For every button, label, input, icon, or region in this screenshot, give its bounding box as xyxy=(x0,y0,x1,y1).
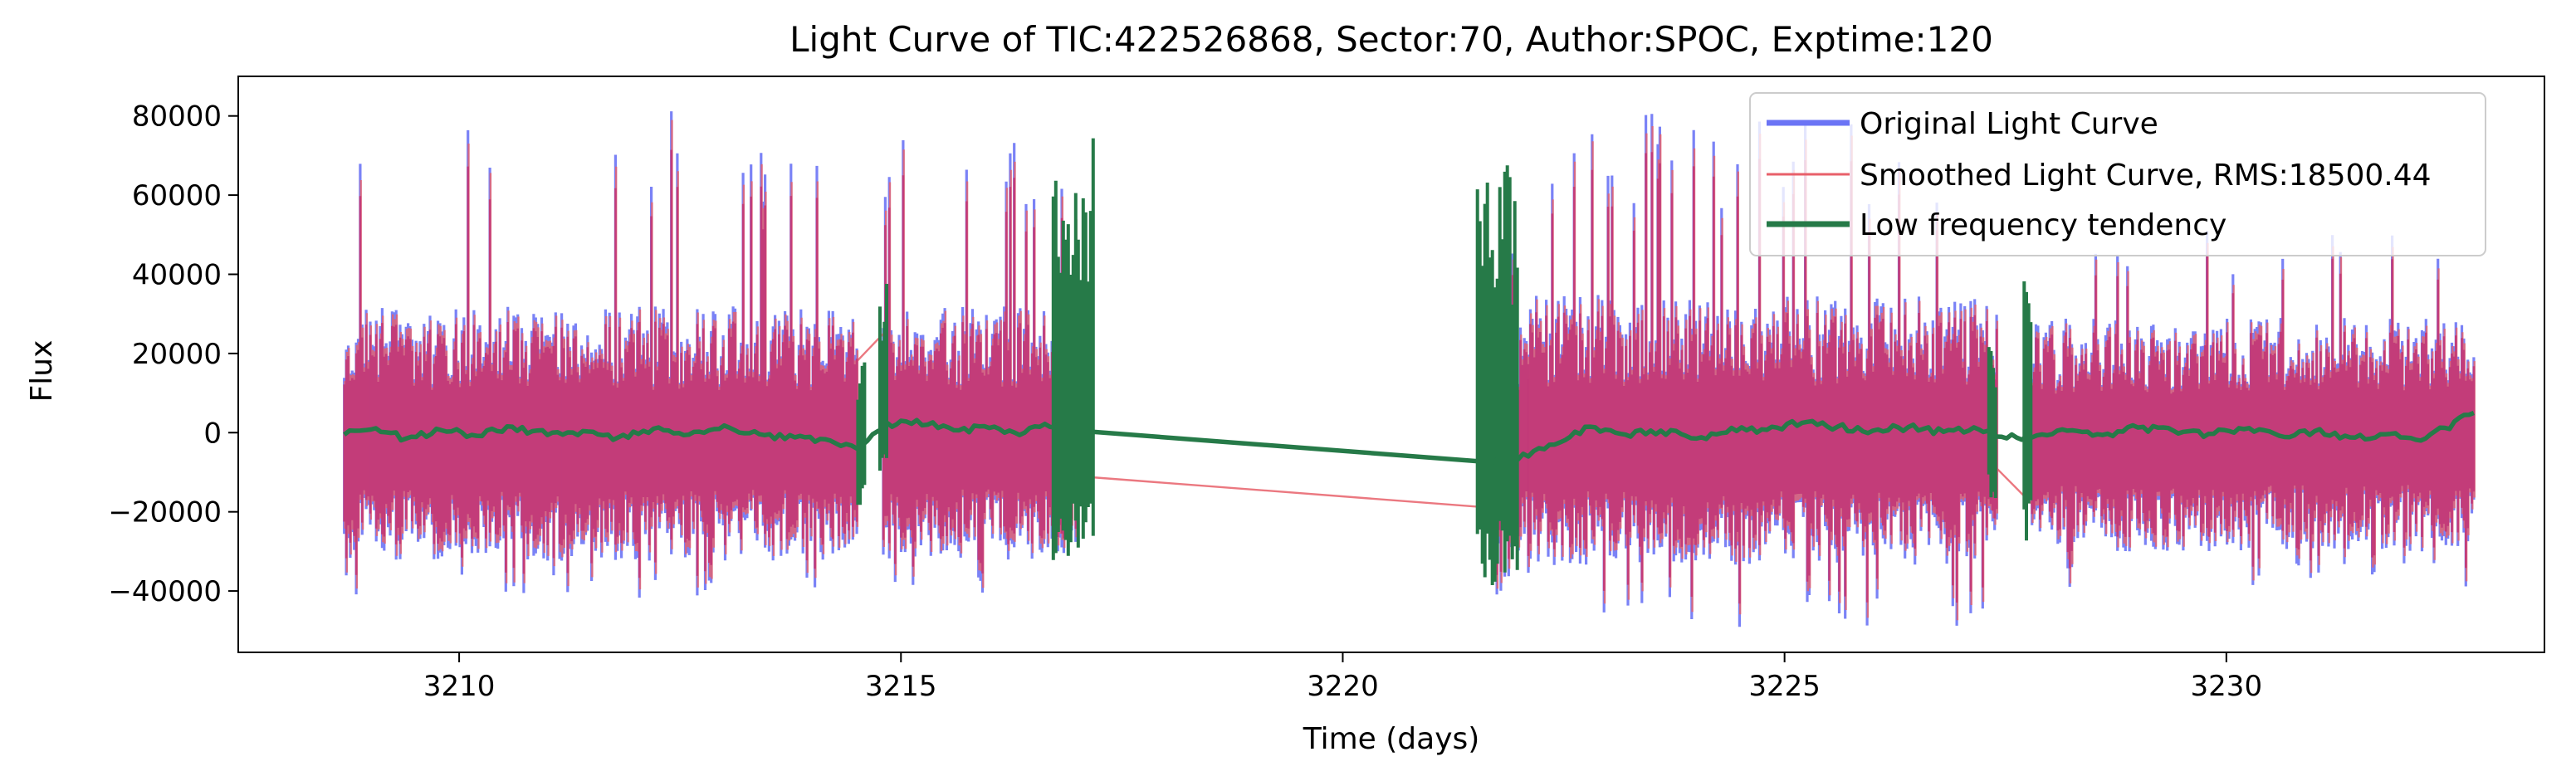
plot-area-frame xyxy=(237,76,2545,653)
tendency-transition xyxy=(2022,281,2033,541)
y-tick-label: 40000 xyxy=(132,258,222,291)
y-axis-ticks: −40000 −20000 0 20000 40000 60000 80000 xyxy=(108,100,238,608)
chart-legend: Original Light Curve Smoothed Light Curv… xyxy=(1749,92,2486,256)
tendency-transition xyxy=(878,284,888,471)
x-tick-label: 3230 xyxy=(2191,670,2263,703)
tendency-transition xyxy=(856,362,867,505)
y-axis-label: Flux xyxy=(25,340,59,403)
legend-label-original: Original Light Curve xyxy=(1860,107,2158,141)
tendency-transition xyxy=(1987,347,1997,498)
tendency-transition xyxy=(1475,165,1519,585)
x-axis-label: Time (days) xyxy=(1303,722,1480,756)
y-tick-label: 60000 xyxy=(132,179,222,212)
tendency-transition xyxy=(1051,138,1095,560)
tendency-line xyxy=(343,410,2475,465)
y-tick-label: −40000 xyxy=(108,575,222,608)
legend-frame xyxy=(1749,92,2486,256)
chart-title: Light Curve of TIC:422526868, Sector:70,… xyxy=(789,19,1993,60)
y-tick-label: 0 xyxy=(203,417,222,450)
overlap-segment xyxy=(882,175,1079,574)
y-tick-label: 80000 xyxy=(132,100,222,134)
smoothed-gap-link xyxy=(1078,475,1493,510)
legend-label-tendency: Low frequency tendency xyxy=(1860,208,2227,242)
x-tick-label: 3225 xyxy=(1748,670,1821,703)
y-tick-label: −20000 xyxy=(108,496,222,530)
legend-label-smoothed: Smoothed Light Curve, RMS:18500.44 xyxy=(1860,159,2432,193)
x-tick-label: 3215 xyxy=(865,670,937,703)
x-tick-label: 3210 xyxy=(423,670,496,703)
series-low-frequency-tendency xyxy=(343,138,2475,585)
x-axis-ticks: 3210 3215 3220 3225 3230 xyxy=(423,652,2262,703)
x-tick-label: 3220 xyxy=(1307,670,1379,703)
y-tick-label: 20000 xyxy=(132,338,222,371)
